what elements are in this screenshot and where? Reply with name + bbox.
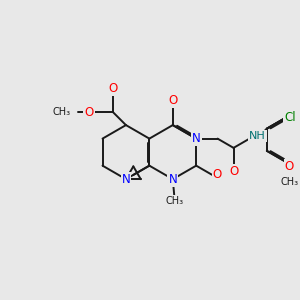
Text: N: N: [168, 173, 177, 186]
Text: O: O: [168, 94, 177, 107]
Text: O: O: [108, 82, 118, 95]
Text: O: O: [229, 165, 238, 178]
Text: NH: NH: [249, 131, 266, 141]
Text: CH₃: CH₃: [52, 107, 70, 117]
Text: O: O: [285, 160, 294, 173]
Text: Cl: Cl: [284, 112, 296, 124]
Text: CH₃: CH₃: [280, 177, 298, 187]
Text: O: O: [84, 106, 94, 118]
Text: N: N: [192, 132, 201, 145]
Text: O: O: [213, 168, 222, 182]
Text: CH₃: CH₃: [166, 196, 184, 206]
Text: N: N: [122, 173, 130, 186]
